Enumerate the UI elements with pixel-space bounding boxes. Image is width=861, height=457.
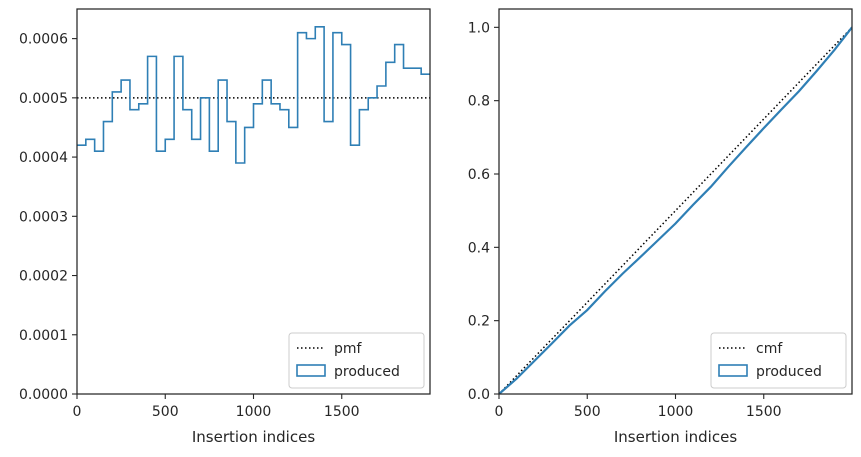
- series-cmf-line: [499, 26, 852, 394]
- plot-series-group: [499, 26, 852, 394]
- y-tick-label: 0.0001: [19, 328, 68, 344]
- cmf-line-chart: 0 500 1000 1500 0.0 0.2 0.4 0.6 0.8 1.0 Insertion …: [468, 8, 853, 446]
- legend-box: [288, 332, 425, 389]
- x-tick-label: 0: [495, 404, 504, 420]
- y-tick-label: 0.0005: [19, 91, 68, 107]
- plot-series-group: [77, 25, 430, 164]
- legend-produced-swatch: [718, 364, 748, 377]
- y-tick-label: 0.4: [468, 240, 490, 256]
- y-tick-label: 0.0: [468, 387, 490, 403]
- legend-produced-swatch: [296, 364, 326, 377]
- legend: pmf produced: [288, 332, 425, 389]
- y-tick-label: 0.0000: [19, 387, 68, 403]
- y-tick-label: 0.2: [468, 314, 490, 330]
- legend-cmf-label: cmf: [756, 341, 783, 357]
- x-tick-label: 1500: [324, 404, 360, 420]
- x-axis-label: Insertion indices: [614, 428, 737, 446]
- y-tick-label: 0.0004: [19, 150, 68, 166]
- x-tick-label: 0: [73, 404, 82, 420]
- y-tick-label: 0.0006: [19, 32, 68, 48]
- x-tick-label: 500: [152, 404, 179, 420]
- series-produced-line: [77, 25, 430, 164]
- x-tick-label: 1500: [746, 404, 782, 420]
- y-tick-label: 1.0: [468, 20, 490, 36]
- legend-box: [710, 332, 847, 389]
- x-tick-label: 1000: [236, 404, 272, 420]
- x-tick-label: 1000: [658, 404, 694, 420]
- legend-produced-label: produced: [756, 364, 822, 380]
- series-produced-line: [499, 26, 852, 394]
- y-tick-label: 0.0002: [19, 269, 68, 285]
- x-axis-label: Insertion indices: [192, 428, 315, 446]
- pmf-histogram-chart: 0 500 1000 1500 0.0000 0.0001 0.0002 0.0003 0.00…: [19, 8, 431, 446]
- y-tick-label: 0.0003: [19, 209, 68, 225]
- y-tick-label: 0.8: [468, 94, 490, 110]
- legend-produced-label: produced: [334, 364, 400, 380]
- y-tick-label: 0.6: [468, 167, 490, 183]
- legend-pmf-label: pmf: [334, 341, 363, 357]
- x-tick-label: 500: [574, 404, 601, 420]
- legend: cmf produced: [710, 332, 847, 389]
